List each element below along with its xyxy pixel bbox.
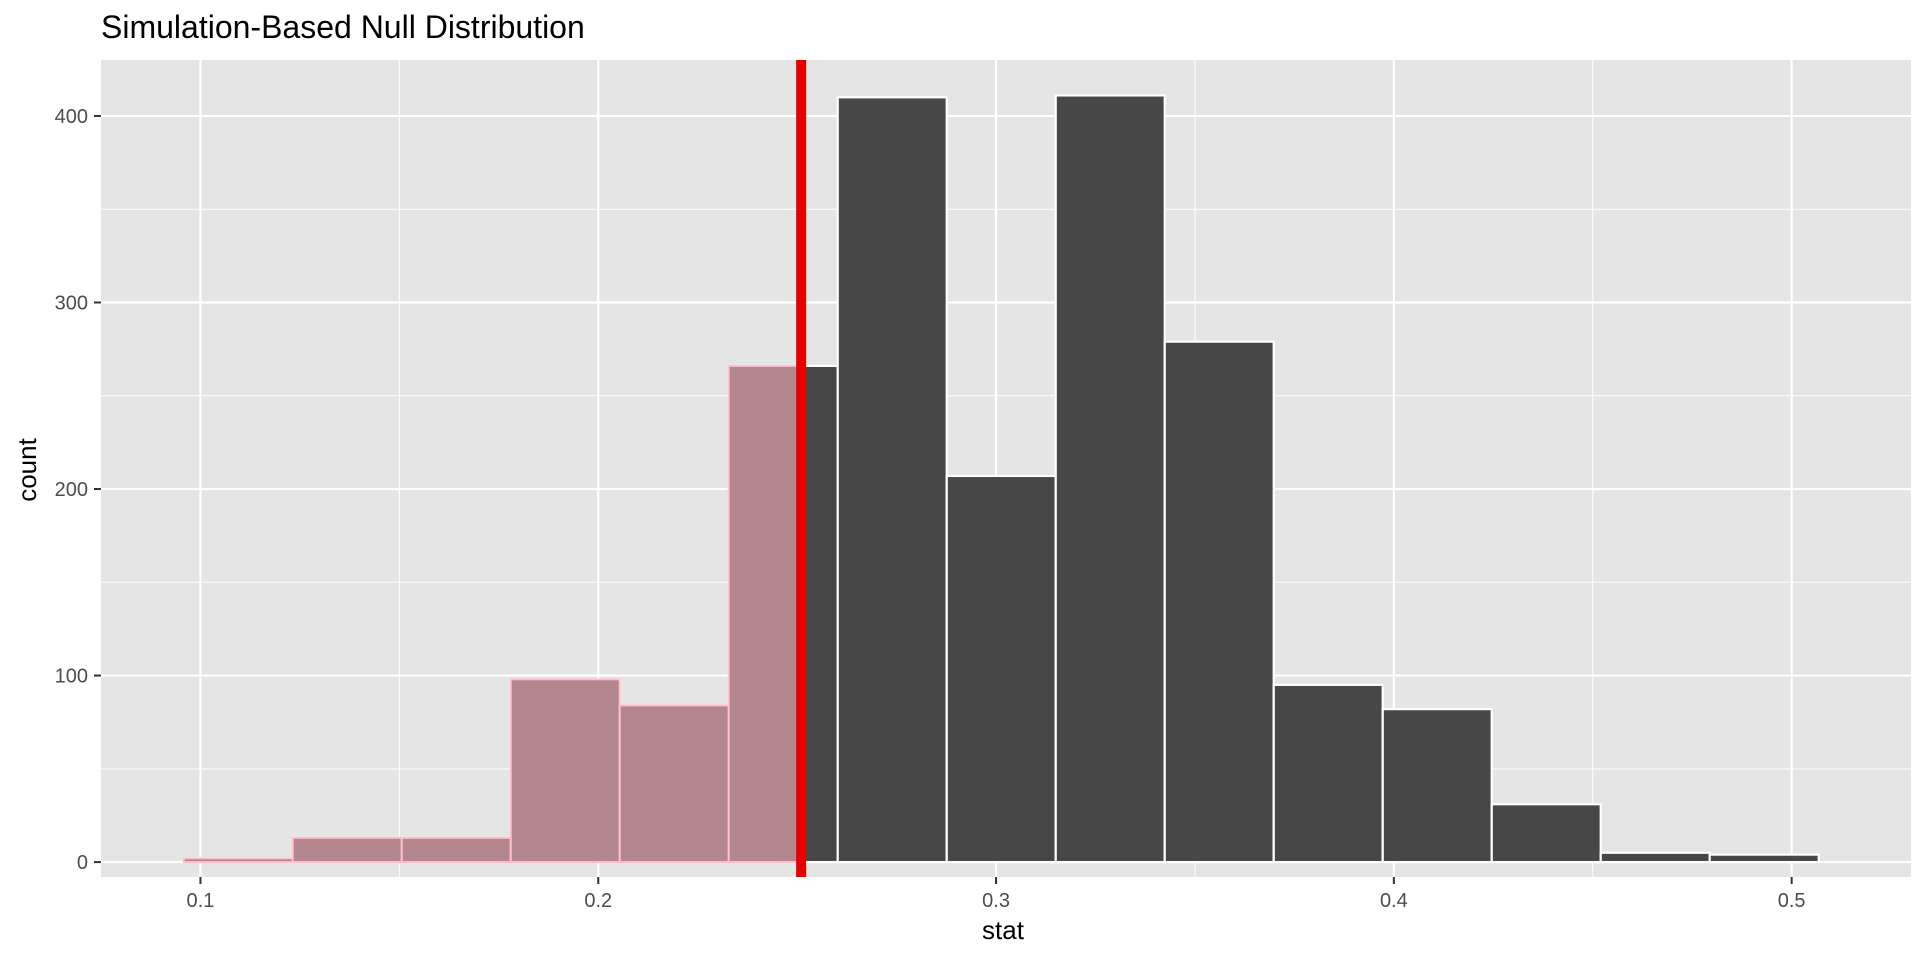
shaded-bar: [509, 678, 621, 864]
histogram-bar: [836, 96, 948, 864]
shaded-bar: [727, 364, 803, 864]
y-axis-title: count: [12, 437, 42, 501]
x-tick-label: 0.2: [584, 890, 612, 912]
histogram-bar: [1708, 853, 1820, 864]
y-tick-label: 400: [55, 106, 88, 128]
histogram-bar: [1490, 803, 1602, 864]
y-tick-label: 200: [55, 479, 88, 501]
y-tick-label: 100: [55, 666, 88, 688]
x-tick-label: 0.3: [982, 890, 1010, 912]
y-tick-label: 0: [77, 852, 88, 874]
x-axis-title: stat: [982, 915, 1025, 945]
x-axis-ticks: 0.1 0.2 0.3 0.4 0.5: [187, 877, 1806, 912]
x-tick-label: 0.4: [1380, 890, 1408, 912]
y-tick-label: 300: [55, 292, 88, 314]
histogram-bar: [1054, 94, 1166, 864]
histogram-bar: [1272, 683, 1384, 864]
y-axis-ticks: 0 100 200 300 400: [55, 106, 101, 874]
histogram-bar: [1381, 708, 1493, 864]
histogram-bar: [1163, 340, 1275, 864]
chart-title: Simulation-Based Null Distribution: [101, 9, 585, 45]
shaded-bar: [400, 836, 512, 864]
x-tick-label: 0.5: [1778, 890, 1806, 912]
shaded-bar: [182, 857, 294, 864]
x-tick-label: 0.1: [187, 890, 215, 912]
shaded-bar: [618, 704, 730, 864]
shaded-region: [182, 364, 803, 864]
shaded-bar: [291, 836, 403, 864]
histogram-bar: [945, 474, 1057, 864]
histogram-bar: [1599, 851, 1711, 864]
